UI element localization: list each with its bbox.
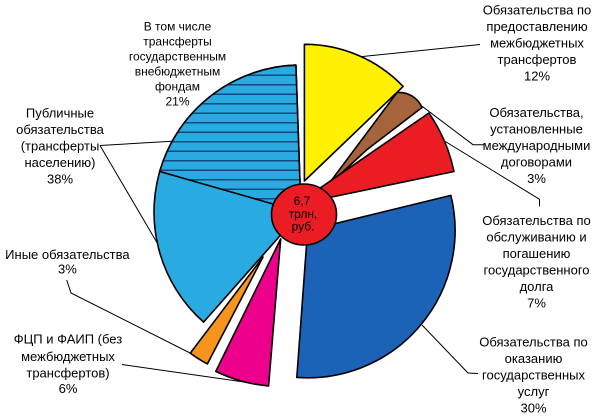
svg-text:погашению: погашению xyxy=(503,246,571,261)
svg-text:долга: долга xyxy=(520,279,555,294)
svg-text:3%: 3% xyxy=(58,262,77,277)
svg-text:внебюджетным: внебюджетным xyxy=(135,65,220,79)
svg-text:обязательства: обязательства xyxy=(16,122,105,137)
svg-text:государственным: государственным xyxy=(129,50,226,64)
svg-text:населению): населению) xyxy=(24,155,95,170)
svg-text:межбюджетных: межбюджетных xyxy=(490,36,584,51)
svg-text:12%: 12% xyxy=(524,69,550,84)
svg-text:(трансферты: (трансферты xyxy=(21,139,100,154)
svg-text:государственных: государственных xyxy=(482,368,585,383)
svg-text:21%: 21% xyxy=(165,95,189,109)
svg-text:Обязательства по: Обязательства по xyxy=(483,3,592,18)
svg-text:7%: 7% xyxy=(527,295,546,310)
svg-text:международными: международными xyxy=(483,138,591,153)
svg-text:трансфертов): трансфертов) xyxy=(26,366,109,381)
svg-text:договорами: договорами xyxy=(501,155,572,170)
svg-text:6,7: 6,7 xyxy=(294,194,311,208)
svg-text:Обязательства по: Обязательства по xyxy=(479,335,588,350)
svg-text:Иные обязательства: Иные обязательства xyxy=(5,247,130,262)
svg-text:трлн,: трлн, xyxy=(289,207,318,221)
svg-text:Обязательства по: Обязательства по xyxy=(482,213,591,228)
svg-text:межбюджетных: межбюджетных xyxy=(21,349,115,364)
svg-text:30%: 30% xyxy=(520,401,546,416)
svg-text:руб.: руб. xyxy=(292,219,315,233)
svg-text:фондам: фондам xyxy=(155,80,200,94)
svg-text:Обязательства,: Обязательства, xyxy=(489,105,583,120)
svg-text:предоставлению: предоставлению xyxy=(486,19,587,34)
svg-text:Публичные: Публичные xyxy=(26,106,94,121)
svg-text:В том числе: В том числе xyxy=(144,20,212,34)
svg-text:3%: 3% xyxy=(527,171,546,186)
svg-text:установленные: установленные xyxy=(490,122,583,137)
svg-text:38%: 38% xyxy=(47,172,73,187)
svg-text:оказанию: оказанию xyxy=(505,351,563,366)
svg-text:трансфертов: трансфертов xyxy=(498,52,577,67)
svg-text:ФЦП и ФАИП (без: ФЦП и ФАИП (без xyxy=(14,332,122,347)
svg-text:трансферты: трансферты xyxy=(143,35,212,49)
svg-text:государственного: государственного xyxy=(483,262,589,277)
svg-text:6%: 6% xyxy=(59,381,78,396)
svg-text:обслуживанию и: обслуживанию и xyxy=(486,229,586,244)
svg-text:услуг: услуг xyxy=(518,384,550,399)
